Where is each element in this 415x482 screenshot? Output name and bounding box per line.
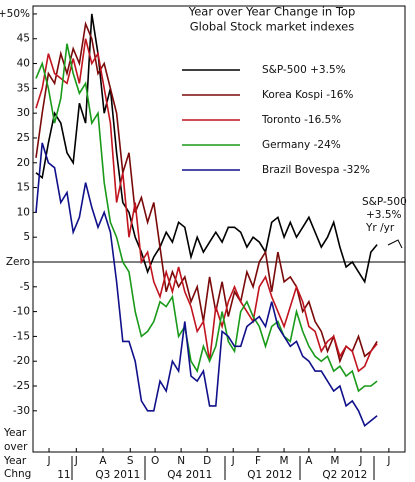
y-tick-label: -20 [13,355,30,367]
annotation-pointer [387,239,403,249]
y-tick-label: 15 [17,182,30,194]
y-tick-label: -30 [13,405,30,417]
quarter-label: Q2 2012 [322,469,367,481]
x-tick-label: J [386,455,390,467]
x-tick-label: A [99,455,107,467]
x-tick-label: D [203,455,211,467]
annotation: Yr /yr [365,222,395,234]
x-tick-label: J [358,455,362,467]
y-tick-label: 35 [17,82,30,94]
quarter-label: Q3 2011 [95,469,140,481]
series-line [35,13,378,284]
series-line [35,20,378,364]
y-tick-label: -5 [20,281,30,293]
series-line [35,142,378,427]
y-tick-label: -25 [13,380,30,392]
x-tick-label: J [231,455,235,467]
y-axis-label: over [4,441,28,453]
y-tick-label: 10 [17,206,30,218]
y-tick-label: 25 [17,132,30,144]
x-tick-label: M [280,455,289,467]
quarter-label: Q4 2011 [167,469,212,481]
y-axis-label: Chng [4,468,31,480]
x-tick-label: F [255,455,261,467]
legend-label: S&P-500 +3.5% [262,64,346,76]
x-tick-label: N [177,455,185,467]
y-tick-label: 20 [17,157,30,169]
annotation: +3.5% [366,209,401,221]
annotation: S&P-500 [362,196,407,208]
plot-frame [32,5,406,453]
x-tick-label: M [330,455,339,467]
x-tick-label: A [305,455,313,467]
chart-title: Year over Year Change in Top [188,5,356,19]
y-axis-label: Year [3,427,27,439]
legend-label: Korea Kospi -16% [262,89,353,101]
quarter-label: Q1 2012 [247,469,292,481]
y-axis-label: Year [3,455,27,467]
x-tick-label: S [127,455,134,467]
y-tick-label: +50% [0,8,30,20]
y-tick-label: 40 [17,58,30,70]
legend-label: Toronto -16.5% [261,114,341,126]
series-line [35,43,378,393]
y-tick-label: -15 [13,330,30,342]
y-tick-label: 5 [23,231,30,243]
x-tick-label: J [46,455,50,467]
x-tick-label: J [74,455,78,467]
legend-label: Brazil Bovespa -32% [262,164,370,176]
y-tick-label: -10 [13,306,30,318]
legend-label: Germany -24% [262,139,341,151]
quarter-label: 11 [57,469,70,481]
y-tick-label: 30 [17,107,30,119]
chart-title: Global Stock market indexes [190,20,354,34]
y-tick-label: Zero [6,256,30,268]
series-line [35,38,378,373]
x-tick-label: O [151,455,159,467]
y-tick-label: 45 [17,33,30,45]
